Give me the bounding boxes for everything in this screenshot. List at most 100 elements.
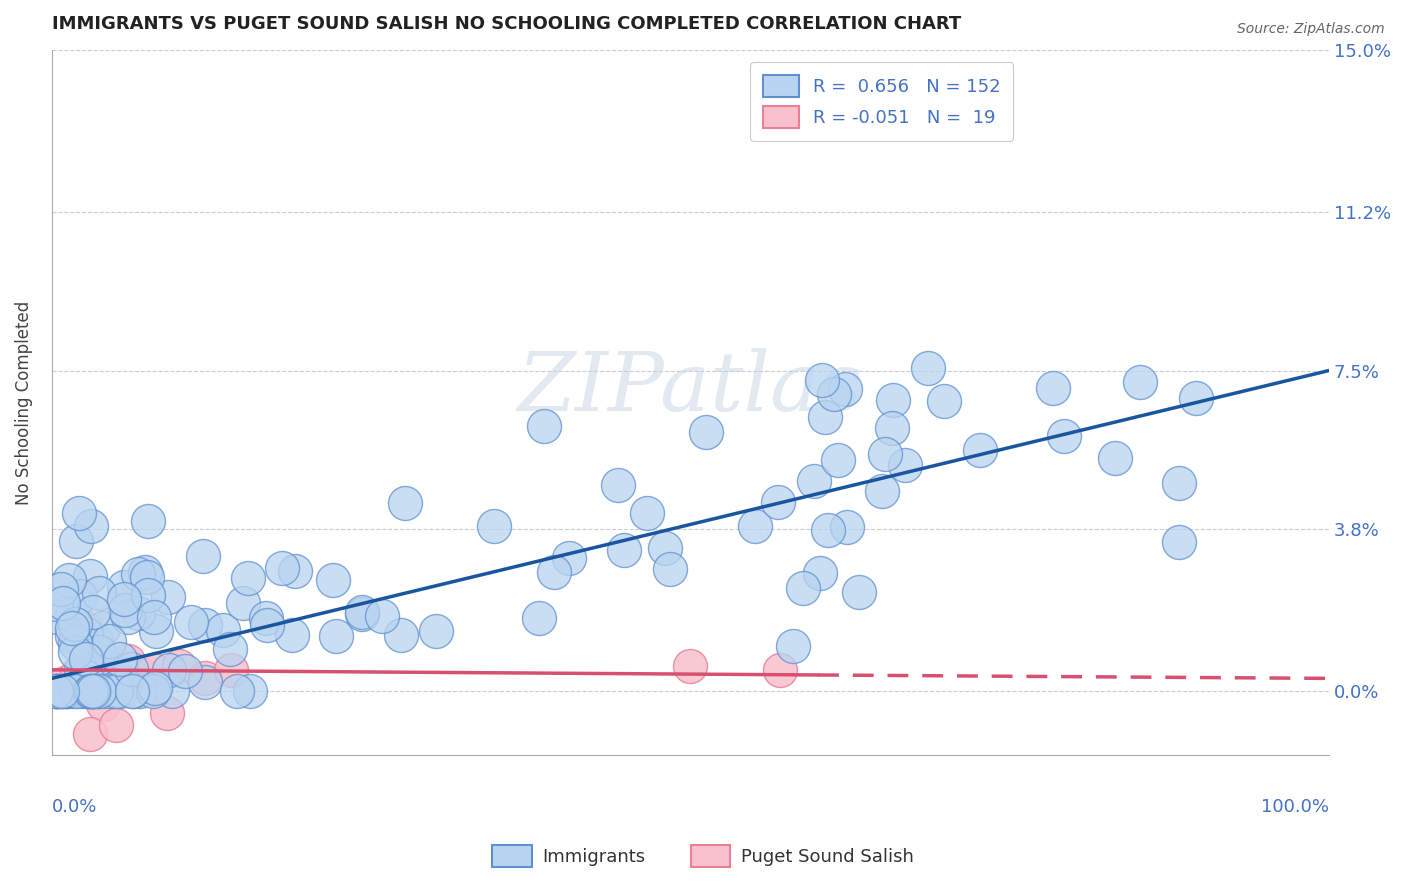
Point <box>145 624 167 639</box>
Point <box>82 684 104 698</box>
Point <box>67 506 90 520</box>
Point <box>82 605 104 619</box>
Point <box>80 518 103 533</box>
Point <box>169 658 191 673</box>
Point <box>80 684 103 698</box>
Point <box>817 523 839 537</box>
Point <box>75 652 97 666</box>
Point <box>91 621 114 635</box>
Point <box>211 624 233 638</box>
Point <box>111 675 134 690</box>
Point <box>194 672 217 686</box>
Point <box>75 670 97 684</box>
Point <box>870 484 893 499</box>
Point <box>1042 381 1064 395</box>
Point <box>80 684 103 698</box>
Point <box>394 496 416 510</box>
Point <box>87 645 110 659</box>
Point <box>157 663 180 677</box>
Point <box>894 458 917 473</box>
Point <box>45 684 67 698</box>
Point <box>76 684 98 698</box>
Point <box>105 684 128 698</box>
Point <box>75 626 97 640</box>
Point <box>79 727 101 741</box>
Point <box>45 684 67 698</box>
Point <box>827 452 849 467</box>
Point <box>156 590 179 604</box>
Point <box>1129 376 1152 390</box>
Point <box>226 684 249 698</box>
Point <box>69 679 91 693</box>
Point <box>1053 429 1076 443</box>
Point <box>91 697 114 711</box>
Point <box>45 684 67 698</box>
Point <box>873 447 896 461</box>
Point <box>527 611 550 625</box>
Point <box>83 684 105 698</box>
Point <box>136 587 159 601</box>
Point <box>143 681 166 695</box>
Point <box>65 533 87 548</box>
Point <box>325 630 347 644</box>
Point <box>62 621 84 635</box>
Point <box>112 580 135 594</box>
Point <box>882 393 904 408</box>
Point <box>823 387 845 401</box>
Point <box>969 442 991 457</box>
Point <box>94 684 117 698</box>
Point <box>45 610 67 624</box>
Point <box>174 664 197 678</box>
Point <box>848 584 870 599</box>
Text: IMMIGRANTS VS PUGET SOUND SALISH NO SCHOOLING COMPLETED CORRELATION CHART: IMMIGRANTS VS PUGET SOUND SALISH NO SCHO… <box>52 15 960 33</box>
Point <box>792 581 814 595</box>
Point <box>104 718 127 732</box>
Point <box>219 641 242 656</box>
Point <box>679 658 702 673</box>
Point <box>232 597 254 611</box>
Point <box>766 494 789 508</box>
Point <box>49 684 72 698</box>
Point <box>121 684 143 698</box>
Point <box>53 684 76 698</box>
Point <box>180 615 202 629</box>
Point <box>917 360 939 375</box>
Point <box>810 373 832 387</box>
Point <box>70 663 93 677</box>
Point <box>51 684 73 698</box>
Point <box>769 663 792 677</box>
Point <box>52 596 75 610</box>
Point <box>482 519 505 533</box>
Point <box>120 663 142 677</box>
Point <box>134 565 156 579</box>
Point <box>352 605 374 619</box>
Point <box>834 382 856 396</box>
Point <box>83 684 105 698</box>
Point <box>62 684 84 698</box>
Point <box>46 684 69 698</box>
Point <box>87 684 110 698</box>
Point <box>613 543 636 558</box>
Point <box>45 597 67 611</box>
Legend: R =  0.656   N = 152, R = -0.051   N =  19: R = 0.656 N = 152, R = -0.051 N = 19 <box>749 62 1014 141</box>
Point <box>322 573 344 587</box>
Point <box>352 607 374 621</box>
Point <box>70 632 93 647</box>
Point <box>89 586 111 600</box>
Point <box>659 562 682 576</box>
Point <box>425 624 447 638</box>
Point <box>138 514 160 528</box>
Point <box>86 650 108 665</box>
Point <box>45 684 67 698</box>
Point <box>156 706 179 720</box>
Point <box>606 478 628 492</box>
Point <box>84 666 107 681</box>
Point <box>77 684 100 698</box>
Point <box>79 684 101 698</box>
Point <box>533 418 555 433</box>
Point <box>117 654 139 668</box>
Point <box>835 519 858 533</box>
Point <box>45 684 67 698</box>
Point <box>55 684 77 698</box>
Point <box>98 634 121 648</box>
